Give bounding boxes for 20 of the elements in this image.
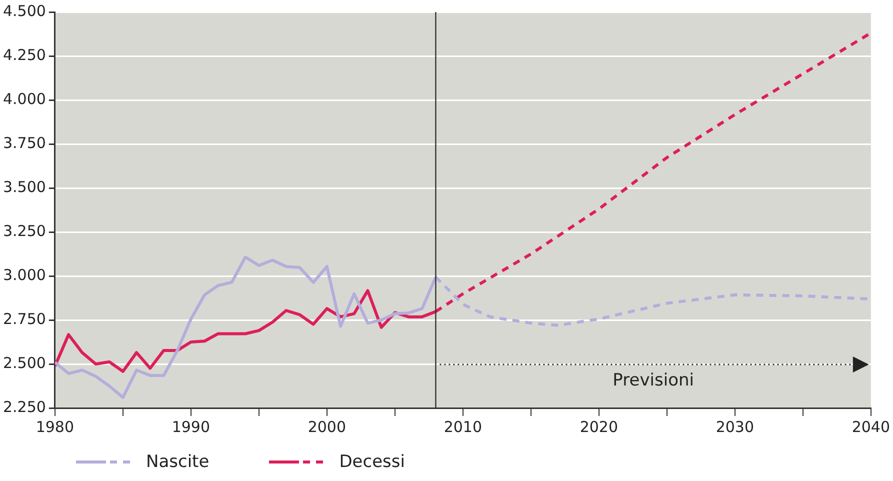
y-tick-label: 3.750 bbox=[2, 134, 46, 152]
x-tick-label: 1990 bbox=[172, 418, 210, 436]
legend-label: Nascite bbox=[146, 452, 210, 472]
legend-label: Decessi bbox=[339, 452, 405, 472]
x-tick-label: 2000 bbox=[308, 418, 346, 436]
y-tick-label: 2.500 bbox=[2, 354, 46, 372]
x-tick-label: 2040 bbox=[852, 418, 890, 436]
y-tick-label: 3.500 bbox=[2, 178, 46, 196]
y-tick-label: 4.000 bbox=[2, 90, 46, 108]
y-tick-label: 2.750 bbox=[2, 310, 46, 328]
y-tick-label: 2.250 bbox=[2, 398, 46, 416]
y-tick-label: 3.000 bbox=[2, 266, 46, 284]
y-tick-label: 3.250 bbox=[2, 222, 46, 240]
x-tick-label: 2010 bbox=[444, 418, 482, 436]
y-tick-label: 4.250 bbox=[2, 46, 46, 64]
x-tick-label: 1980 bbox=[36, 418, 74, 436]
y-tick-label: 4.500 bbox=[2, 2, 46, 20]
x-tick-label: 2030 bbox=[716, 418, 754, 436]
x-tick-label: 2020 bbox=[580, 418, 618, 436]
annotation: Previsioni bbox=[612, 370, 694, 390]
